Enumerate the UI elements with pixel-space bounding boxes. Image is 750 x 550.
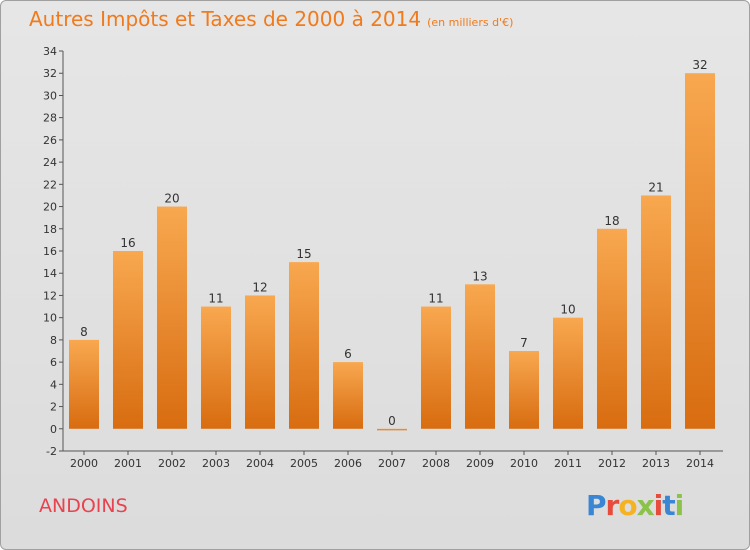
bar-value-label: 18 [604, 214, 619, 228]
chart-title: Autres Impôts et Taxes de 2000 à 2014 (en… [29, 7, 513, 31]
bar-value-label: 21 [648, 180, 663, 194]
x-tick-label: 2007 [378, 457, 406, 470]
y-tick-label: 32 [43, 67, 57, 80]
logo-letter: i [653, 489, 664, 522]
bar-value-label: 11 [428, 292, 443, 306]
bar [421, 306, 451, 429]
y-tick-label: 16 [43, 245, 57, 258]
bar [245, 295, 275, 429]
y-tick-label: 4 [50, 378, 57, 391]
x-tick-label: 2005 [290, 457, 318, 470]
y-tick-label: 18 [43, 223, 57, 236]
x-tick-label: 2010 [510, 457, 538, 470]
x-tick-label: 2003 [202, 457, 230, 470]
y-tick-label: 10 [43, 312, 57, 325]
x-tick-label: 2002 [158, 457, 186, 470]
x-tick-label: 2011 [554, 457, 582, 470]
x-tick-label: 2012 [598, 457, 626, 470]
bar-value-label: 6 [344, 347, 352, 361]
y-tick-label: 2 [50, 401, 57, 414]
y-tick-label: 12 [43, 289, 57, 302]
commune-name: ANDOINS [39, 495, 128, 517]
bar [201, 306, 231, 429]
bar-value-label: 7 [520, 336, 528, 350]
x-tick-label: 2013 [642, 457, 670, 470]
y-tick-label: 34 [43, 45, 57, 58]
bar [509, 351, 539, 429]
bar [641, 195, 671, 429]
y-tick-label: 22 [43, 178, 57, 191]
logo-letter: P [586, 489, 607, 522]
bar-value-label: 11 [208, 292, 223, 306]
bar-value-label: 8 [80, 325, 88, 339]
x-tick-label: 2001 [114, 457, 142, 470]
y-tick-label: 0 [50, 423, 57, 436]
proxiti-logo: Proxiti [586, 489, 685, 522]
bar-value-label: 13 [472, 269, 487, 283]
x-tick-label: 2008 [422, 457, 450, 470]
y-tick-label: 20 [43, 201, 57, 214]
x-tick-label: 2000 [70, 457, 98, 470]
bar-value-label: 0 [388, 414, 396, 428]
logo-letter: o [618, 489, 637, 522]
bar-value-label: 16 [120, 236, 135, 250]
bar-value-label: 20 [164, 192, 179, 206]
bar-value-label: 32 [692, 58, 707, 72]
bar [553, 317, 583, 429]
y-tick-label: 24 [43, 156, 57, 169]
y-tick-label: 8 [50, 334, 57, 347]
logo-letter: x [636, 489, 655, 522]
bar [333, 362, 363, 429]
y-tick-label: 14 [43, 267, 57, 280]
chart-unit: (en milliers d'€) [427, 16, 514, 29]
y-tick-label: 30 [43, 89, 57, 102]
bar [377, 428, 407, 431]
bar [685, 73, 715, 429]
y-tick-label: 26 [43, 134, 57, 147]
y-tick-label: 6 [50, 356, 57, 369]
logo-letter: r [605, 489, 620, 522]
logo-letter: t [662, 489, 675, 522]
bar [69, 339, 99, 429]
bar [289, 262, 319, 429]
bar-value-label: 12 [252, 280, 267, 294]
y-tick-label: -2 [46, 445, 57, 458]
bar [465, 284, 495, 429]
logo-letter: i [674, 489, 685, 522]
bar-value-label: 15 [296, 247, 311, 261]
x-tick-label: 2004 [246, 457, 274, 470]
y-tick-label: 28 [43, 112, 57, 125]
x-tick-label: 2006 [334, 457, 362, 470]
bar [113, 251, 143, 429]
bar [597, 228, 627, 429]
x-tick-label: 2009 [466, 457, 494, 470]
chart-title-text: Autres Impôts et Taxes de 2000 à 2014 [29, 7, 422, 31]
bar-value-label: 10 [560, 303, 575, 317]
bar [157, 206, 187, 429]
x-tick-label: 2014 [686, 457, 714, 470]
